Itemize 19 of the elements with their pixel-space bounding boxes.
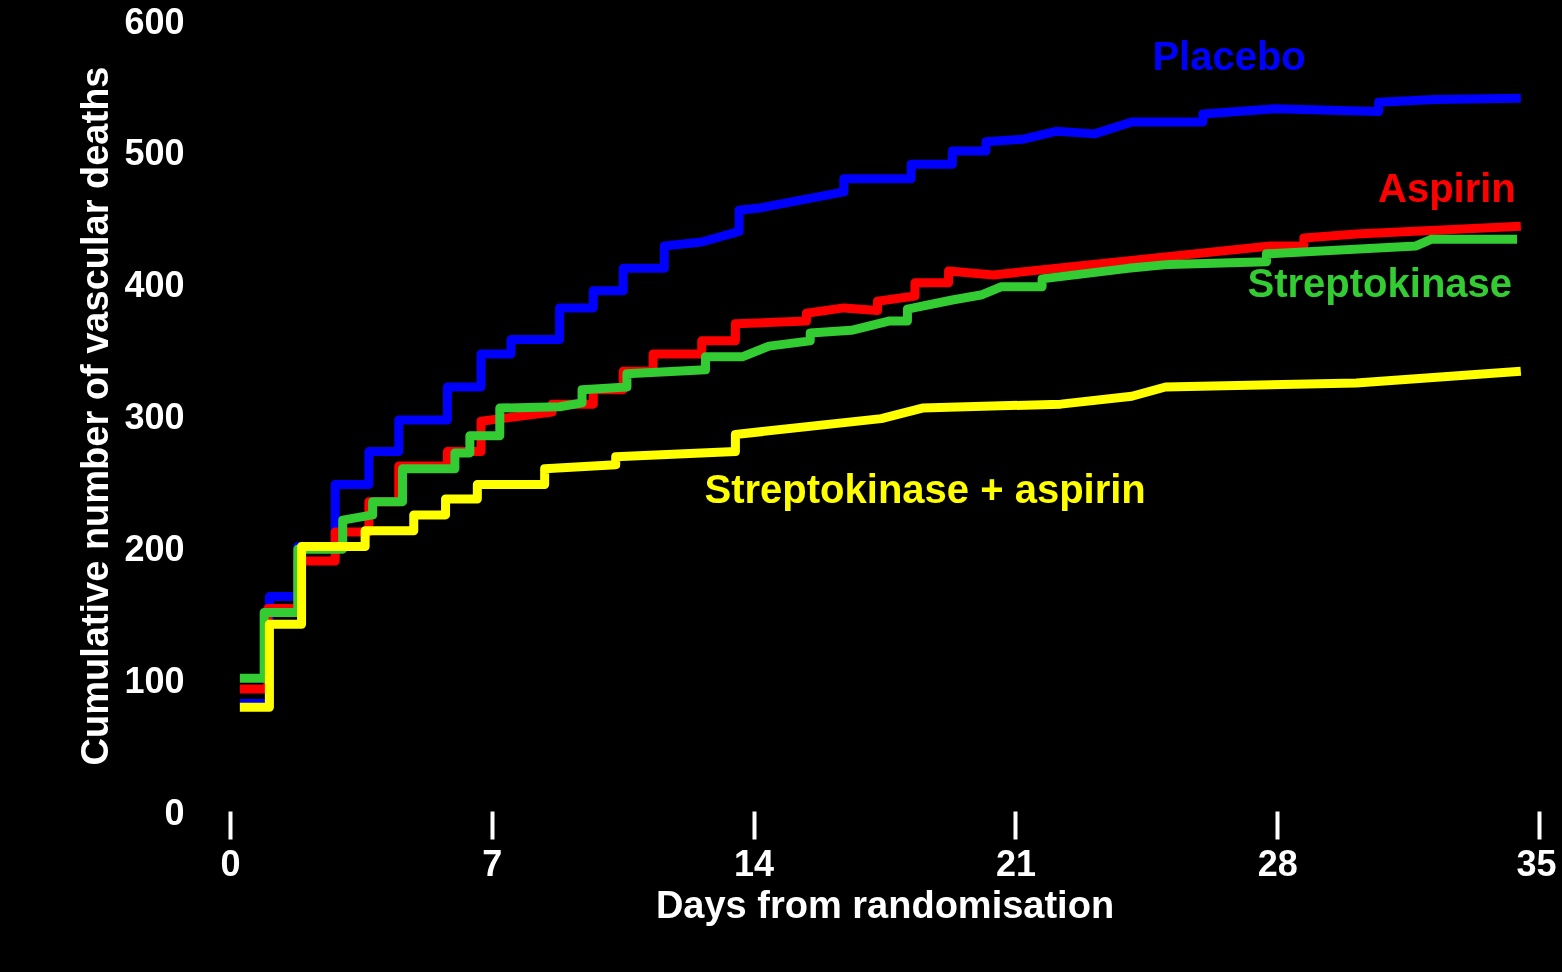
y-tick-label: 400 (124, 264, 185, 306)
y-tick-label: 500 (124, 132, 185, 174)
y-tick-label: 0 (164, 791, 185, 833)
series-label: Streptokinase + aspirin (704, 467, 1146, 512)
y-tick-label: 200 (124, 527, 185, 569)
y-tick-label: 600 (124, 0, 185, 42)
x-tick-label: 14 (734, 842, 775, 884)
series-label: Aspirin (1378, 166, 1516, 211)
x-axis-title: Days from randomisation (655, 883, 1115, 926)
x-tick-label: 28 (1257, 842, 1298, 884)
series-label: Placebo (1152, 34, 1306, 79)
y-tick-label: 300 (124, 396, 185, 437)
y-tick-label: 100 (124, 659, 185, 701)
x-tick-label: 0 (220, 842, 241, 884)
x-tick-label: 35 (1516, 842, 1557, 884)
series-label: Streptokinase (1247, 261, 1513, 306)
x-tick-label: 21 (995, 842, 1036, 884)
y-axis-title: Cumulative number of vascular deaths (74, 66, 117, 766)
x-tick-label: 7 (482, 842, 503, 884)
